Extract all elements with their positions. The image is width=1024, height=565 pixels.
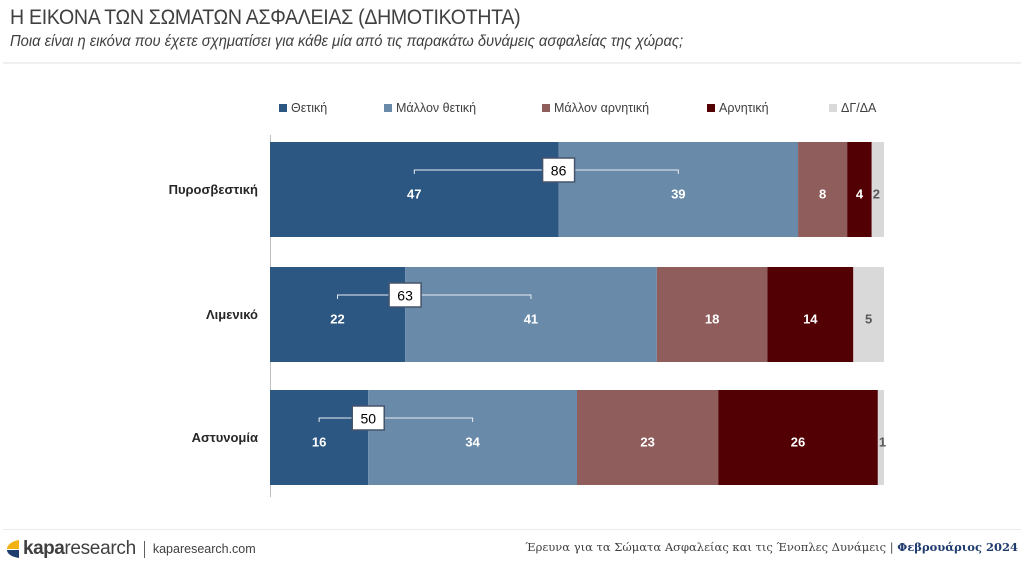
data-label: 47 xyxy=(407,187,421,202)
bar-segment xyxy=(270,142,559,237)
category-label: Αστυνομία xyxy=(192,430,258,445)
logo-text-research: research xyxy=(64,538,136,559)
bar-segment xyxy=(871,142,884,237)
footer-divider xyxy=(3,529,1021,530)
bar-segment xyxy=(767,267,854,362)
total-box xyxy=(541,157,576,183)
page-title: Η ΕΙΚΟΝΑ ΤΩΝ ΣΩΜΑΤΩΝ ΑΣΦΑΛΕΙΑΣ (ΔΗΜΟΤΙΚΟ… xyxy=(10,6,521,29)
data-label: 23 xyxy=(640,435,654,450)
total-bracket xyxy=(337,294,532,299)
legend-label: ΔΓ/ΔΑ xyxy=(841,101,877,115)
data-label: 8 xyxy=(819,187,826,202)
bar-segment xyxy=(656,267,768,362)
logo-text-kapa: kapa xyxy=(23,538,65,559)
data-label: 26 xyxy=(791,435,805,450)
legend-swatch-icon xyxy=(384,104,392,112)
legend-label: Θετική xyxy=(291,101,328,115)
logo-mark-icon xyxy=(7,540,19,558)
legend-item: Αρνητική xyxy=(707,101,769,115)
survey-name: Έρευνα για τα Σώματα Ασφαλείας και τις Έ… xyxy=(525,540,898,554)
stacked-bar-chart: Πυροσβεστική 47 39 8 4 2 86 Λιμενικό 22 41 18 14 5 63… xyxy=(169,135,886,497)
legend-label: Μάλλον αρνητική xyxy=(554,101,650,115)
legend-label: Μάλλον θετική xyxy=(396,101,477,115)
total-positive-label: 63 xyxy=(397,288,413,304)
total-bracket xyxy=(318,417,474,422)
bar-segment xyxy=(847,142,872,237)
bar-segment xyxy=(577,390,719,485)
bar-segment xyxy=(798,142,848,237)
page-subtitle: Ποια είναι η εικόνα που έχετε σχηματίσει… xyxy=(10,33,684,50)
total-box xyxy=(351,405,385,431)
website-link[interactable]: kaparesearch.com xyxy=(152,542,256,556)
chart-legend: Θετική Μάλλον θετική Μάλλον αρνητική Αρνητι… xyxy=(0,101,1024,119)
legend-label: Αρνητική xyxy=(719,101,769,115)
bar-segment xyxy=(558,142,799,237)
data-label: 4 xyxy=(856,187,864,202)
legend-swatch-icon xyxy=(279,104,287,112)
bar-segment xyxy=(368,390,577,485)
legend-item: Θετική xyxy=(279,101,327,115)
category-label: Πυροσβεστική xyxy=(169,182,258,197)
data-label: 2 xyxy=(873,187,880,202)
data-label: 14 xyxy=(803,312,818,327)
logo-separator xyxy=(143,540,145,558)
bar-segment xyxy=(877,390,884,485)
total-positive-label: 50 xyxy=(360,411,376,427)
survey-footer: Έρευνα για τα Σώματα Ασφαλείας και τις Έ… xyxy=(525,540,1018,554)
legend-item: Μάλλον θετική xyxy=(384,101,476,115)
data-label: 16 xyxy=(312,435,326,450)
legend-item: ΔΓ/ΔΑ xyxy=(829,101,876,115)
survey-date: Φεβρουάριος 2024 xyxy=(897,540,1018,554)
legend-item: Μάλλον αρνητική xyxy=(542,101,649,115)
legend-swatch-icon xyxy=(707,104,715,112)
category-label: Λιμενικό xyxy=(206,307,258,322)
data-label: 34 xyxy=(465,435,480,450)
data-label: 41 xyxy=(524,312,538,327)
data-label: 22 xyxy=(330,312,344,327)
total-box xyxy=(388,282,422,308)
data-label: 18 xyxy=(705,312,719,327)
bar-segment xyxy=(405,267,657,362)
total-positive-label: 86 xyxy=(551,163,567,179)
bar-segment xyxy=(718,390,878,485)
data-label: 1 xyxy=(879,435,886,450)
legend-swatch-icon xyxy=(829,104,837,112)
bar-segment xyxy=(853,267,884,362)
data-label: 39 xyxy=(671,187,685,202)
data-label: 5 xyxy=(865,312,872,327)
legend-swatch-icon xyxy=(542,104,550,112)
bar-segment xyxy=(270,267,406,362)
kapa-research-logo: kapa research kaparesearch.com xyxy=(6,537,256,561)
header-divider xyxy=(3,62,1021,64)
